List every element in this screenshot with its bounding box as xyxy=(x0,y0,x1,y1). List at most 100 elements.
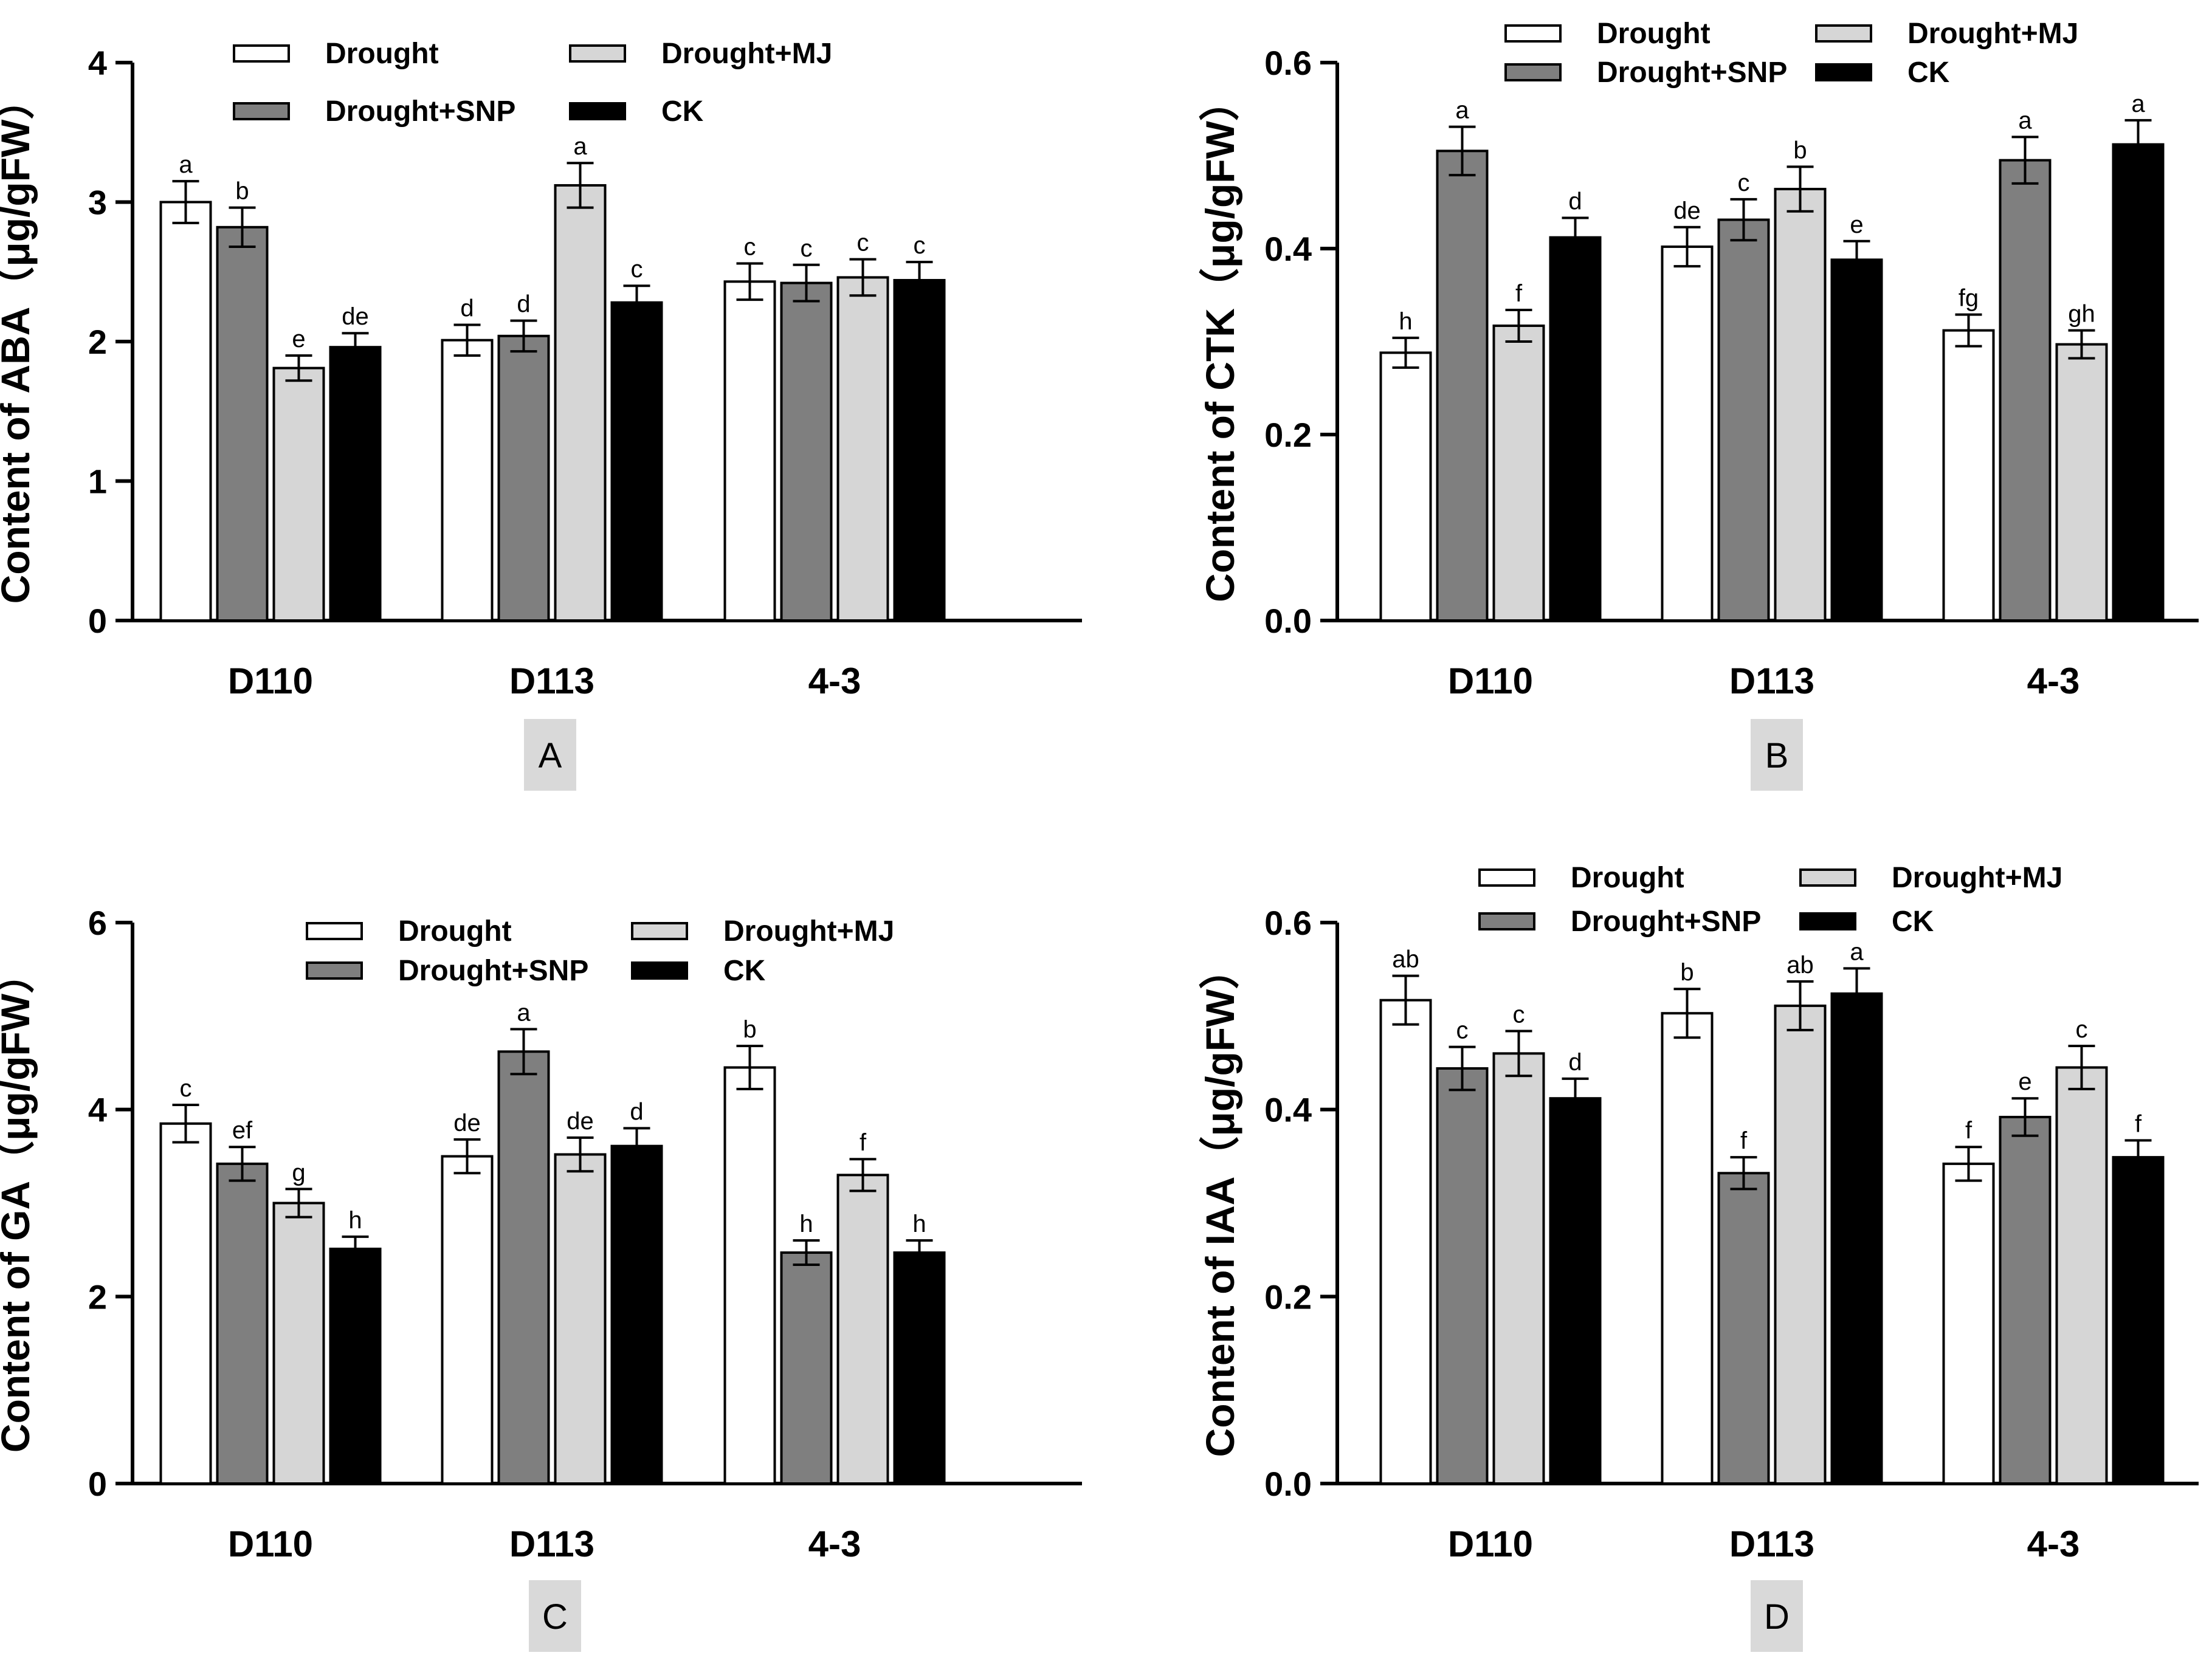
x-tick-label: 4-3 xyxy=(2027,661,2080,701)
legend-label: CK xyxy=(661,95,704,128)
legend-label: Drought+SNP xyxy=(398,955,588,987)
significance-letter: d xyxy=(517,291,530,318)
legend-swatch xyxy=(1504,63,1562,81)
y-tick-label: 0 xyxy=(88,1465,107,1503)
significance-letter: a xyxy=(1850,938,1864,965)
significance-letter: h xyxy=(799,1211,813,1237)
x-tick-label: 4-3 xyxy=(2027,1524,2080,1564)
bar xyxy=(836,1174,889,1485)
significance-letter: h xyxy=(1399,308,1412,335)
significance-letter: c xyxy=(1513,1001,1525,1028)
bar xyxy=(329,1247,382,1485)
bar xyxy=(1436,1067,1489,1485)
significance-letter: a xyxy=(2131,91,2145,117)
legend-label: Drought+MJ xyxy=(723,915,894,947)
y-tick-label: 0.4 xyxy=(1264,230,1312,268)
significance-letter: gh xyxy=(2068,301,2095,328)
x-tick-label: D113 xyxy=(509,1524,594,1564)
bar xyxy=(780,1251,833,1485)
bar xyxy=(2112,143,2165,622)
significance-letter: d xyxy=(1568,188,1582,215)
bar xyxy=(893,1251,946,1485)
significance-letter: ab xyxy=(1786,952,1814,978)
bar xyxy=(2112,1156,2165,1485)
legend-label: Drought xyxy=(325,38,439,70)
bar xyxy=(497,334,550,622)
significance-letter: d xyxy=(1568,1049,1582,1076)
legend-label: Drought+MJ xyxy=(661,38,832,70)
bar xyxy=(1661,1012,1714,1485)
bar xyxy=(497,1050,550,1485)
bar xyxy=(2055,1066,2108,1485)
y-tick-label: 0.6 xyxy=(1264,904,1312,942)
bar xyxy=(1492,1052,1545,1485)
significance-letter: de xyxy=(342,303,369,330)
y-tick-label: 0.4 xyxy=(1264,1091,1312,1129)
y-axis-title: Content of CTK（μg/gFW） xyxy=(1197,81,1242,602)
bar xyxy=(893,279,946,622)
x-tick-label: D113 xyxy=(1729,661,1814,701)
bar xyxy=(1942,329,1995,622)
y-tick-label: 1 xyxy=(88,463,107,501)
y-tick-label: 3 xyxy=(88,184,107,222)
bar xyxy=(329,346,382,622)
bar xyxy=(1774,1004,1827,1485)
significance-letter: f xyxy=(860,1129,867,1156)
bar xyxy=(441,1155,494,1485)
significance-letter: a xyxy=(1455,97,1469,124)
legend-swatch xyxy=(1504,24,1562,43)
significance-letter: de xyxy=(1673,198,1701,224)
significance-letter: e xyxy=(2018,1068,2031,1095)
significance-letter: h xyxy=(348,1207,362,1234)
bar xyxy=(723,1066,776,1485)
bar xyxy=(1379,999,1432,1485)
bar xyxy=(1717,218,1770,622)
bar xyxy=(216,1162,269,1485)
x-tick-label: D113 xyxy=(509,661,594,701)
significance-letter: c xyxy=(2076,1016,2088,1043)
significance-letter: d xyxy=(630,1098,643,1125)
x-tick-label: D110 xyxy=(228,661,313,701)
bar xyxy=(272,366,325,622)
bar xyxy=(441,339,494,622)
significance-letter: c xyxy=(914,232,926,259)
significance-letter: a xyxy=(2018,107,2032,134)
significance-letter: e xyxy=(1850,211,1863,238)
panel-tag-letter: B xyxy=(1765,736,1789,775)
significance-letter: e xyxy=(292,326,305,352)
y-axis-title: Content of ABA（μg/gFW） xyxy=(0,80,38,604)
panel-tag xyxy=(1751,719,1803,791)
significance-letter: ef xyxy=(232,1117,253,1144)
bar xyxy=(1830,258,1883,622)
significance-letter: b xyxy=(1680,959,1693,986)
y-tick-label: 0.6 xyxy=(1264,44,1312,82)
legend-label: Drought xyxy=(1597,18,1711,50)
y-tick-label: 0.2 xyxy=(1264,1278,1312,1316)
panel-tag-letter: D xyxy=(1764,1597,1790,1637)
significance-letter: de xyxy=(453,1110,481,1137)
legend-label: Drought+SNP xyxy=(1597,57,1787,89)
legend-label: Drought+MJ xyxy=(1892,862,2062,894)
bar xyxy=(1999,159,2052,622)
x-tick-label: 4-3 xyxy=(808,1524,861,1564)
legend-label: CK xyxy=(723,955,766,987)
significance-letter: f xyxy=(1965,1117,1973,1144)
legend-swatch xyxy=(1799,868,1856,887)
panel-tag-letter: C xyxy=(542,1597,568,1637)
legend-swatch xyxy=(1478,912,1535,930)
significance-letter: c xyxy=(631,256,643,283)
legend-swatch xyxy=(306,961,363,980)
legend-swatch xyxy=(1799,912,1856,930)
legend-swatch xyxy=(569,102,626,120)
significance-letter: ab xyxy=(1392,946,1419,973)
bar xyxy=(554,184,607,622)
y-tick-label: 0.0 xyxy=(1264,602,1312,640)
significance-letter: fg xyxy=(1959,285,1979,312)
y-tick-label: 0.2 xyxy=(1264,416,1312,454)
legend-swatch xyxy=(233,44,290,63)
significance-letter: d xyxy=(460,295,474,322)
x-tick-label: D110 xyxy=(1448,661,1533,701)
panel-tag xyxy=(524,719,576,791)
significance-letter: a xyxy=(179,151,193,178)
